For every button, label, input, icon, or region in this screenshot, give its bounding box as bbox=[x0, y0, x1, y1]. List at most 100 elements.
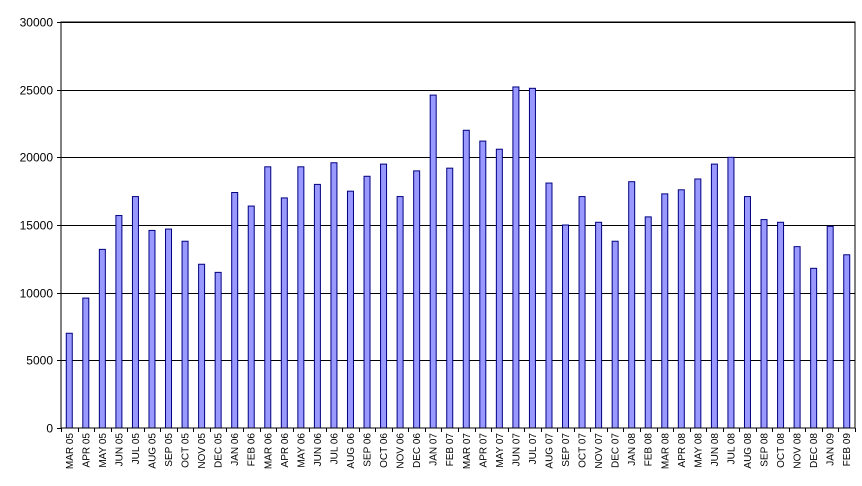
x-tick-label: JUL 08 bbox=[726, 433, 737, 465]
y-axis-tick-labels: 0 5000 10000 15000 20000 25000 30000 bbox=[20, 16, 61, 436]
bar-mar-06 bbox=[264, 166, 272, 429]
x-tick-label: APR 05 bbox=[81, 433, 92, 468]
bar-apr-08 bbox=[677, 189, 685, 429]
bar-nov-07 bbox=[595, 221, 603, 429]
bar-dec-08 bbox=[810, 267, 818, 429]
x-tick-label: NOV 07 bbox=[594, 433, 605, 469]
gridlines bbox=[61, 22, 855, 361]
x-tick-label: JUN 05 bbox=[114, 433, 125, 467]
bar-jul-05 bbox=[131, 196, 139, 429]
x-tick-label: JUN 06 bbox=[313, 433, 324, 467]
bar-sep-08 bbox=[760, 219, 768, 429]
x-tick-label: OCT 07 bbox=[578, 433, 589, 468]
x-tick-label: MAR 06 bbox=[263, 433, 274, 470]
bar-sep-07 bbox=[562, 224, 570, 429]
bar-feb-08 bbox=[644, 216, 652, 429]
x-tick-label: MAR 08 bbox=[660, 433, 671, 470]
bar-may-06 bbox=[297, 166, 305, 429]
bar-oct-07 bbox=[578, 196, 586, 429]
bar-jan-07 bbox=[429, 94, 437, 429]
y-tick-label: 0 bbox=[46, 422, 53, 436]
x-tick-label: SEP 08 bbox=[760, 433, 771, 467]
x-tick-label: MAY 07 bbox=[495, 433, 506, 468]
x-tick-label: APR 06 bbox=[280, 433, 291, 468]
bar-jan-08 bbox=[628, 181, 636, 429]
x-tick-label: JUN 08 bbox=[710, 433, 721, 467]
bar-jun-06 bbox=[313, 183, 321, 429]
x-tick-label: MAR 05 bbox=[65, 433, 76, 470]
bar-apr-07 bbox=[479, 140, 487, 429]
x-tick-label: MAR 07 bbox=[462, 433, 473, 470]
bar-feb-06 bbox=[247, 205, 255, 429]
x-tick-label: JAN 08 bbox=[627, 433, 638, 466]
bar-jul-06 bbox=[330, 162, 338, 429]
y-tick-label: 25000 bbox=[20, 84, 54, 98]
bar-may-07 bbox=[495, 148, 503, 429]
x-tick-label: JUL 06 bbox=[329, 433, 340, 465]
x-tick-label: AUG 07 bbox=[544, 433, 555, 469]
bar-oct-05 bbox=[181, 240, 189, 429]
x-tick-label: JAN 06 bbox=[230, 433, 241, 466]
x-tick-label: FEB 07 bbox=[445, 433, 456, 467]
y-tick-label: 20000 bbox=[20, 151, 54, 165]
x-tick-label: DEC 05 bbox=[214, 433, 225, 468]
bar-may-05 bbox=[98, 248, 106, 429]
bar-aug-08 bbox=[743, 196, 751, 429]
bar-dec-06 bbox=[413, 170, 421, 429]
bar-nov-08 bbox=[793, 246, 801, 429]
x-tick-label: NOV 08 bbox=[793, 433, 804, 469]
x-tick-label: JUL 05 bbox=[131, 433, 142, 465]
bar-jul-07 bbox=[528, 87, 536, 429]
x-tick-label: AUG 08 bbox=[743, 433, 754, 469]
bar-sep-06 bbox=[363, 175, 371, 429]
bar-nov-06 bbox=[396, 196, 404, 429]
x-tick-label: APR 07 bbox=[478, 433, 489, 468]
x-tick-label: APR 08 bbox=[677, 433, 688, 468]
x-tick-label: AUG 05 bbox=[147, 433, 158, 469]
bar-apr-05 bbox=[82, 297, 90, 429]
bar-jul-08 bbox=[727, 156, 735, 429]
bar-oct-06 bbox=[380, 163, 388, 429]
x-tick-label: SEP 07 bbox=[561, 433, 572, 467]
x-tick-label: DEC 06 bbox=[412, 433, 423, 468]
bar-nov-05 bbox=[198, 263, 206, 429]
x-tick-label: JUL 07 bbox=[528, 433, 539, 465]
bar-jun-08 bbox=[710, 163, 718, 429]
bar-feb-07 bbox=[446, 167, 454, 429]
bar-dec-05 bbox=[214, 271, 222, 429]
x-tick-label: MAY 08 bbox=[693, 433, 704, 468]
bar-mar-08 bbox=[661, 193, 669, 429]
bar-jan-09 bbox=[826, 225, 834, 429]
x-tick-label: NOV 06 bbox=[396, 433, 407, 469]
bar-jan-06 bbox=[231, 192, 239, 429]
x-tick-label: MAY 05 bbox=[98, 433, 109, 468]
y-tick-label: 15000 bbox=[20, 219, 54, 233]
bar-aug-06 bbox=[346, 190, 354, 429]
x-tick-label: FEB 09 bbox=[842, 433, 853, 467]
x-tick-label: OCT 05 bbox=[181, 433, 192, 468]
bar-sep-05 bbox=[165, 228, 173, 429]
x-tick-label: DEC 07 bbox=[611, 433, 622, 468]
bar-jun-05 bbox=[115, 215, 123, 429]
x-tick-label: FEB 08 bbox=[644, 433, 655, 467]
plot-area-frame bbox=[60, 21, 856, 429]
x-tick-label: MAY 06 bbox=[296, 433, 307, 468]
x-tick-label: SEP 06 bbox=[363, 433, 374, 467]
y-tick-label: 10000 bbox=[20, 287, 54, 301]
x-tick-label: OCT 08 bbox=[776, 433, 787, 468]
bar-aug-07 bbox=[545, 182, 553, 429]
bar-mar-05 bbox=[65, 332, 73, 429]
bar-may-08 bbox=[694, 178, 702, 429]
y-tick-label: 5000 bbox=[26, 354, 53, 368]
x-tick-label: SEP 05 bbox=[164, 433, 175, 467]
bar-feb-09 bbox=[843, 254, 851, 429]
x-tick-label: AUG 06 bbox=[346, 433, 357, 469]
y-tick-label: 30000 bbox=[20, 16, 54, 30]
x-axis-tick-labels: MAR 05 APR 05 MAY 05 JUN 05 JUL 05 AUG 05 SEP … bbox=[61, 428, 856, 470]
bar-jun-07 bbox=[512, 86, 520, 429]
x-tick-label: NOV 05 bbox=[197, 433, 208, 469]
bar-mar-07 bbox=[462, 129, 470, 429]
x-tick-label: JAN 07 bbox=[429, 433, 440, 466]
